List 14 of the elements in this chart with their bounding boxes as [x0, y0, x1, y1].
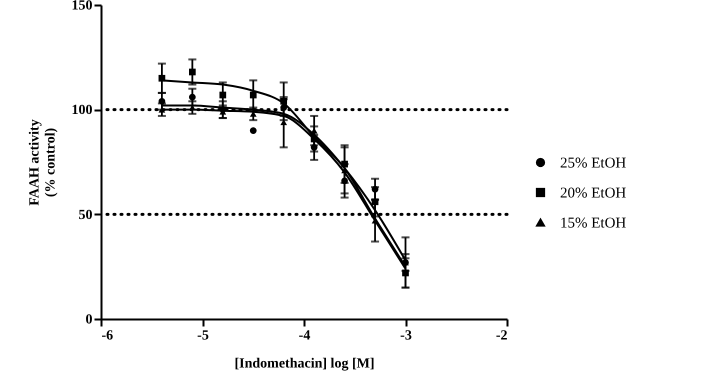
legend-label: 25% EtOH [560, 156, 626, 172]
y-tick-label: 0 [86, 312, 92, 328]
x-tick-label: -2 [496, 328, 508, 344]
x-axis-title: [Indomethacin] log [M] [234, 356, 374, 372]
y-tick-label: 150 [72, 0, 92, 14]
legend-label: 20% EtOH [560, 186, 626, 202]
y-tick-label: 50 [78, 208, 92, 223]
x-tick-label: -5 [197, 328, 209, 344]
y-tick-label: 100 [72, 103, 92, 118]
legend-label: 15% EtOH [560, 216, 626, 232]
y-axis-title: FAAH activity (% control) [28, 119, 58, 206]
x-tick-label: -4 [298, 328, 310, 344]
x-tick-label: -6 [102, 328, 114, 344]
x-tick-label: -3 [400, 328, 412, 344]
